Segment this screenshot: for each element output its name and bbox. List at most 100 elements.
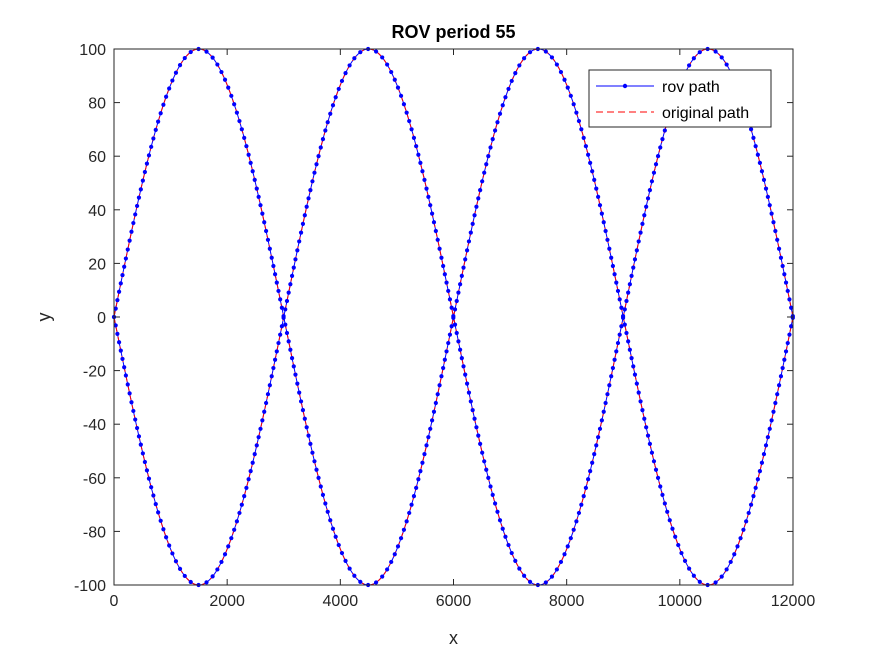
rov-path-point <box>636 390 641 395</box>
rov-path-point <box>451 314 456 319</box>
rov-path-point <box>131 220 136 226</box>
rov-path-point <box>474 425 479 430</box>
rov-path-point <box>358 50 363 55</box>
rov-path-point <box>782 357 787 362</box>
rov-path-point <box>258 203 263 208</box>
rov-path-point <box>404 519 409 524</box>
rov-path-point <box>430 211 435 216</box>
rov-path-point <box>420 460 425 465</box>
rov-path-point <box>655 153 661 159</box>
rov-path-point <box>624 330 629 336</box>
rov-path-point <box>579 127 584 132</box>
rov-path-point <box>398 536 404 541</box>
rov-path-point <box>771 220 776 225</box>
rov-path-point <box>642 416 647 421</box>
rov-path-point <box>480 450 485 455</box>
rov-path-point <box>649 179 655 184</box>
rov-path-point <box>454 330 459 336</box>
rov-path-point <box>629 273 634 279</box>
rov-path-point <box>466 390 472 395</box>
rov-path-point <box>328 518 333 523</box>
rov-path-point <box>442 272 447 277</box>
rov-path-point <box>164 535 169 540</box>
rov-path-point <box>424 443 429 448</box>
rov-path-point <box>605 237 610 242</box>
rov-path-point <box>459 273 464 279</box>
rov-path-point <box>627 282 632 287</box>
rov-path-point <box>775 237 780 242</box>
rov-path-point <box>336 542 341 548</box>
rov-path-point <box>271 263 276 269</box>
rov-path-point <box>640 221 645 226</box>
rov-path-point <box>492 128 498 133</box>
rov-path-point <box>632 372 638 377</box>
rov-path-point <box>373 580 379 585</box>
rov-path-point <box>603 228 608 234</box>
rov-path-point <box>554 62 559 67</box>
rov-path-point <box>297 390 302 395</box>
legend-box <box>588 69 772 128</box>
rov-path-point <box>619 305 624 310</box>
rov-path-point <box>122 264 127 269</box>
rov-path-point <box>302 416 307 421</box>
rov-path-point <box>431 220 437 225</box>
rov-path-point <box>719 55 724 60</box>
rov-path-point <box>458 347 463 352</box>
rov-path-point <box>158 518 163 523</box>
rov-path-point <box>428 426 433 431</box>
rov-path-point <box>116 289 122 294</box>
rov-path-point <box>763 186 769 191</box>
rov-path-point <box>622 307 627 312</box>
rov-path-point <box>744 519 749 524</box>
rov-path-point <box>634 381 639 386</box>
rov-path-point <box>576 510 582 516</box>
rov-path-point <box>581 135 586 140</box>
rov-path-point <box>658 484 663 489</box>
rov-path-point <box>323 128 328 133</box>
rov-path-point <box>242 135 247 140</box>
rov-path-point <box>554 567 559 572</box>
rov-path-point <box>761 177 767 182</box>
rov-path-point <box>177 63 183 68</box>
rov-path-point <box>486 153 491 159</box>
rov-path-point <box>404 110 409 115</box>
rov-path-point <box>565 544 570 549</box>
rov-path-point <box>298 230 304 235</box>
rov-path-point <box>433 228 438 234</box>
rov-path-point <box>614 280 619 285</box>
rov-path-point <box>167 543 172 548</box>
rov-path-point <box>283 322 288 327</box>
rov-path-point <box>267 246 272 251</box>
rov-path-point <box>373 49 379 54</box>
rov-path-point <box>142 459 147 465</box>
rov-path-point <box>122 365 127 370</box>
rov-path-point <box>649 450 655 455</box>
rov-path-point <box>446 340 451 346</box>
rov-path-point <box>482 459 487 464</box>
rov-path-point <box>490 137 495 142</box>
rov-path-point <box>522 56 527 61</box>
rov-path-point <box>629 355 634 361</box>
rov-path-point <box>632 257 638 262</box>
rov-path-point <box>113 306 118 311</box>
rov-path-point <box>662 501 667 506</box>
rov-path-point <box>173 70 179 75</box>
rov-path-point <box>279 305 284 310</box>
rov-path-point <box>484 162 489 167</box>
rov-path-point <box>293 372 298 377</box>
rov-path-point <box>558 559 564 565</box>
rov-path-point <box>288 347 293 352</box>
rov-path-point <box>549 574 555 579</box>
rov-path-point <box>447 297 453 302</box>
rov-path-point <box>476 433 481 438</box>
rov-path-point <box>454 298 459 304</box>
rov-path-point <box>778 374 784 379</box>
rov-path-point <box>590 460 595 465</box>
rov-path-point <box>490 492 495 497</box>
rov-path-point <box>416 477 421 482</box>
rov-path-point <box>339 78 345 84</box>
rov-path-point <box>237 510 242 516</box>
rov-path-point <box>640 408 645 413</box>
rov-path-point <box>645 196 651 201</box>
